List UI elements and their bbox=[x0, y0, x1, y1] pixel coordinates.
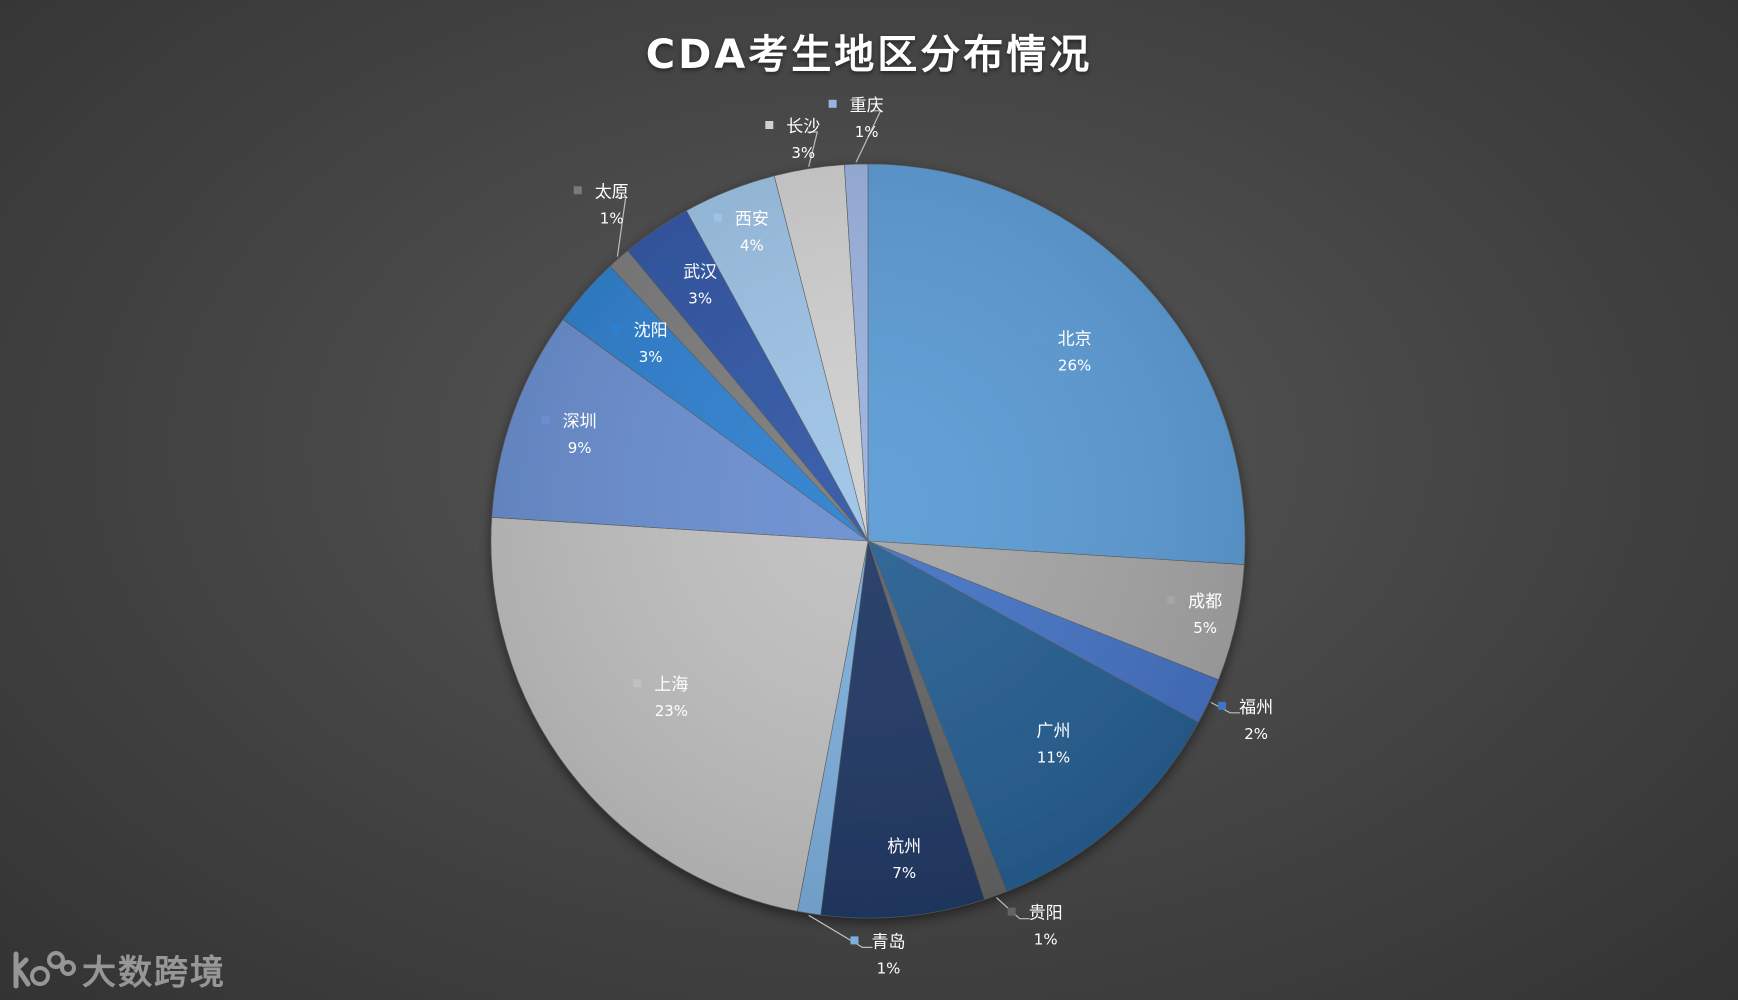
watermark-logo-icon bbox=[13, 951, 76, 989]
legend-key bbox=[541, 416, 550, 424]
legend-key bbox=[713, 213, 722, 222]
legend-key bbox=[765, 121, 774, 129]
slice-label: 沈阳 bbox=[634, 321, 668, 341]
slice-label: 西安 bbox=[735, 210, 769, 230]
legend-key bbox=[1218, 701, 1227, 710]
legend-key bbox=[1036, 333, 1045, 342]
slice-percent-label: 1% bbox=[1034, 931, 1058, 949]
slice-label: 贵阳 bbox=[1029, 904, 1063, 924]
slice-percent-label: 1% bbox=[600, 209, 624, 227]
leader-line bbox=[1210, 701, 1241, 714]
pie-labels: 北京 26% 成都 5% 福州 2% 广州 11% 贵阳 1% 杭州 7% 青岛 1% 上海 23% 深圳 9% 沈… bbox=[541, 96, 1273, 977]
legend-key bbox=[850, 936, 859, 945]
slice-label: 武汉 bbox=[683, 262, 717, 282]
slice-label: 太原 bbox=[595, 182, 629, 202]
leader-line bbox=[615, 196, 627, 257]
legend-key bbox=[828, 99, 837, 108]
slice-label: 广州 bbox=[1037, 722, 1071, 742]
slice-label: 青岛 bbox=[872, 932, 906, 952]
slice-label: 上海 bbox=[654, 675, 688, 695]
slice-label: 北京 bbox=[1058, 330, 1092, 350]
slice-label: 福州 bbox=[1239, 698, 1273, 718]
slice-percent-label: 2% bbox=[1244, 725, 1268, 743]
watermark-text: 大数跨境 bbox=[82, 952, 226, 993]
slice-percent-label: 7% bbox=[892, 864, 916, 882]
slice-label: 重庆 bbox=[850, 96, 884, 116]
leader-line bbox=[995, 897, 1030, 920]
leader-line bbox=[808, 914, 873, 949]
legend-key bbox=[573, 186, 582, 195]
slice-percent-label: 11% bbox=[1037, 749, 1070, 767]
chart-title: CDA考生地区分布情况 bbox=[645, 32, 1093, 78]
slice-label: 长沙 bbox=[786, 117, 820, 137]
legend-key bbox=[1007, 907, 1016, 916]
legend-key bbox=[1015, 725, 1024, 734]
legend-key bbox=[612, 325, 621, 333]
slice-percent-label: 5% bbox=[1193, 619, 1217, 637]
slice-percent-label: 23% bbox=[655, 702, 688, 720]
pie-slices bbox=[490, 163, 1246, 919]
pie-gloss-overlay bbox=[491, 164, 1245, 918]
slice-percent-label: 26% bbox=[1058, 357, 1091, 375]
slice-percent-label: 3% bbox=[639, 348, 663, 366]
slice-label: 深圳 bbox=[563, 412, 597, 432]
legend-key bbox=[662, 266, 671, 275]
slice-percent-label: 3% bbox=[688, 289, 712, 307]
slice-percent-label: 4% bbox=[740, 237, 764, 255]
slice-percent-label: 1% bbox=[855, 123, 879, 141]
legend-key bbox=[1167, 596, 1176, 604]
slice-label: 杭州 bbox=[887, 837, 921, 857]
leader-line bbox=[855, 110, 882, 163]
watermark: 大数跨境 bbox=[12, 946, 226, 993]
slice-percent-label: 9% bbox=[568, 439, 592, 457]
legend-key bbox=[866, 841, 875, 849]
slice-percent-label: 3% bbox=[791, 144, 815, 162]
slice-label: 成都 bbox=[1188, 592, 1222, 612]
leader-line bbox=[807, 131, 819, 167]
legend-key bbox=[633, 679, 642, 688]
slice-percent-label: 1% bbox=[877, 959, 901, 977]
